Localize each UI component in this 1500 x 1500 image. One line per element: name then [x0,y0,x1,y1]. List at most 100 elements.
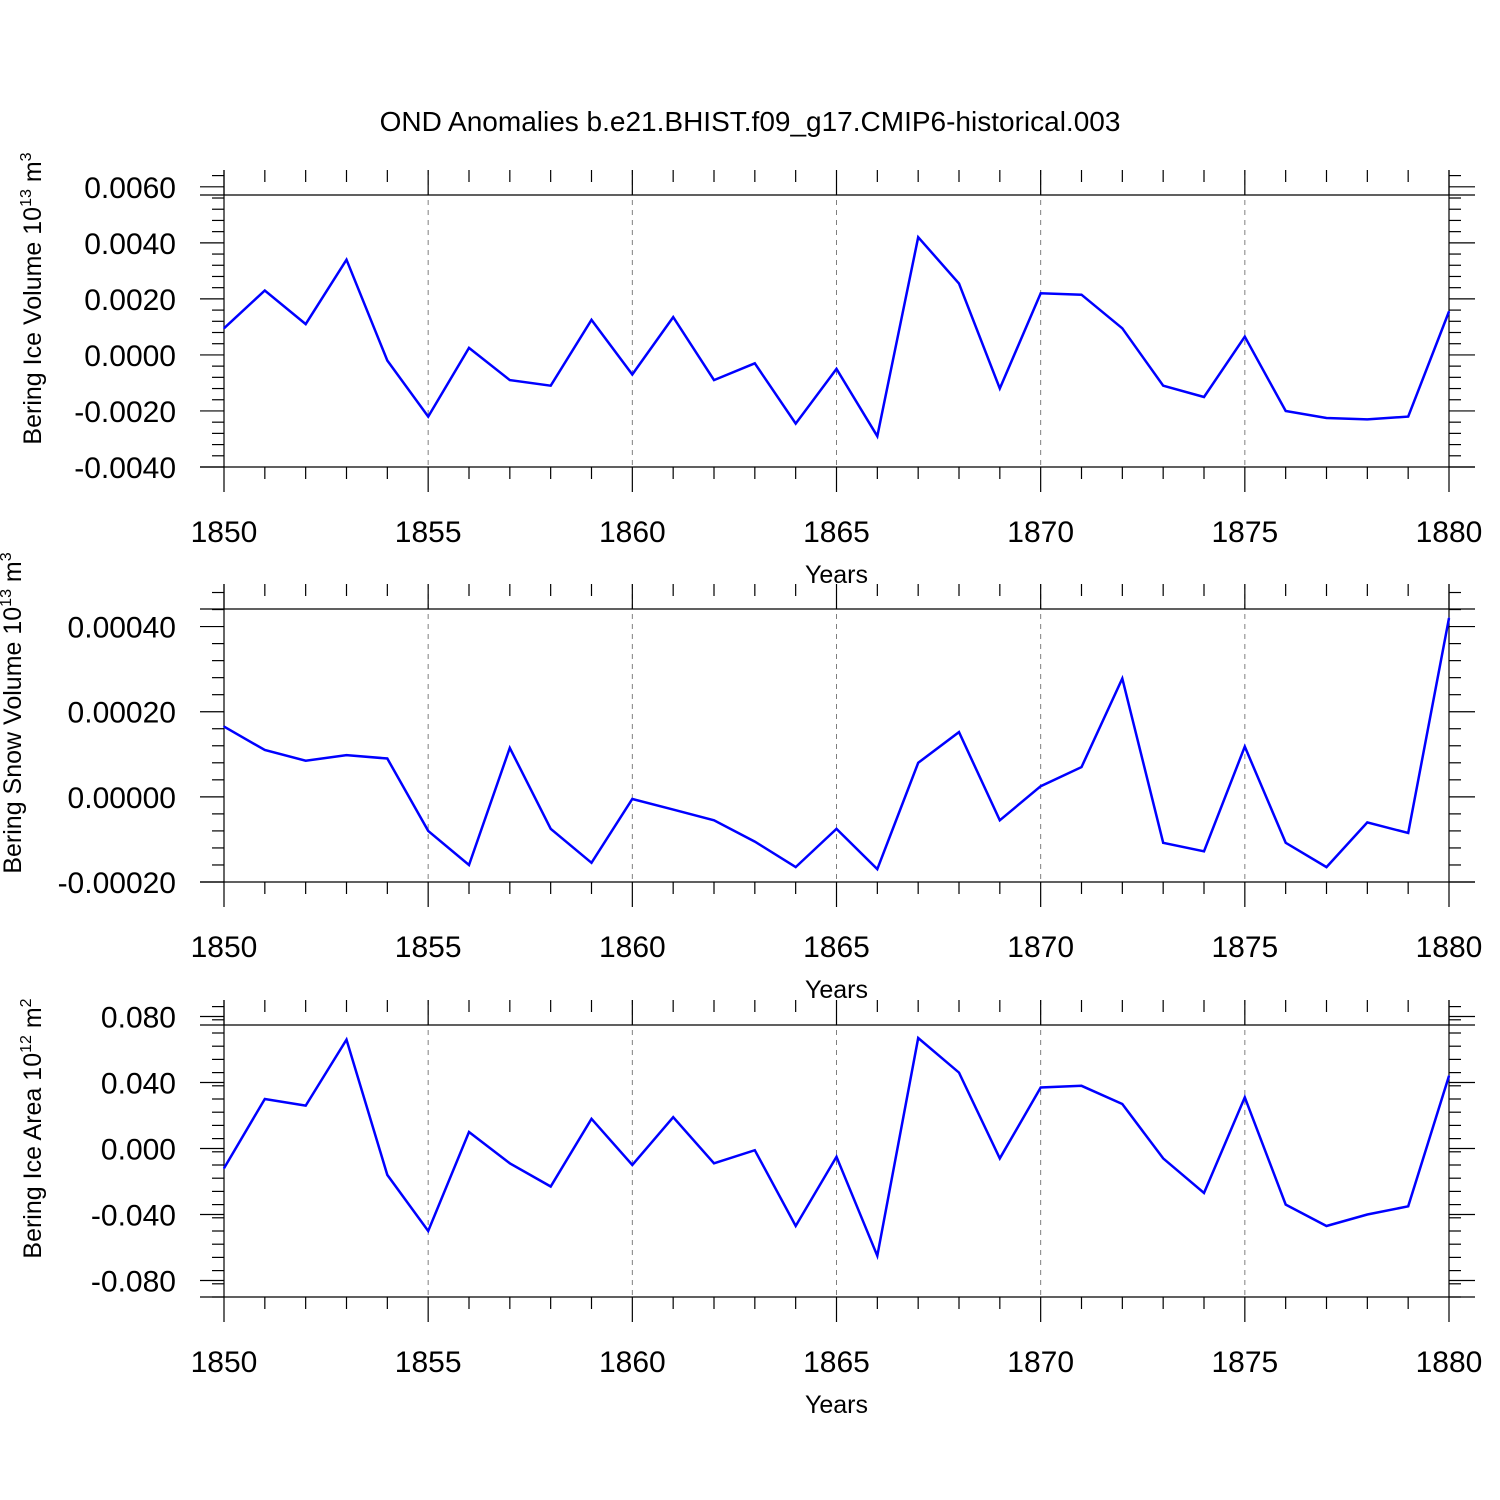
y-tick-label: 0.00000 [68,782,176,815]
data-point [1325,417,1328,419]
data-point [794,866,797,868]
chart-panel-3: -0.080 -0.040 0.000 0.040 0.080 1850 1855 1860 1… [18,998,1482,1419]
y-label-superscript: 3 [18,152,35,161]
data-point [1366,1213,1369,1216]
x-tick-label: 1870 [1007,516,1074,549]
x-tick-label: 1865 [803,516,870,549]
y-tick-label: -0.040 [91,1200,176,1233]
data-point [672,316,674,318]
y-tick-label: 0.0000 [84,340,176,373]
data-point [958,282,960,285]
data-point [345,258,348,261]
data-point [999,819,1001,822]
data-point [1121,677,1124,680]
data-point [917,1037,919,1039]
data-point [468,1131,470,1133]
data-point [1080,1085,1083,1087]
data-point [223,327,225,330]
x-tick-label: 1870 [1007,1346,1074,1379]
data-point [1407,415,1409,418]
data-point [1284,1203,1287,1206]
data-point [468,347,470,349]
x-tick-label: 1850 [191,931,258,964]
data-point [1203,850,1205,853]
chart-panel-1: -0.0040 -0.0020 0.0000 0.0020 0.0040 0.0060 18… [18,152,1482,589]
y-tick-label: 0.0020 [84,284,176,317]
data-point [468,864,470,866]
data-point [1244,1096,1246,1099]
y-tick-label: -0.00020 [58,867,176,900]
y-label-superscript: 13 [18,189,35,207]
data-point [1448,1075,1450,1077]
data-point [345,754,348,756]
data-point [631,798,634,800]
data-point [1284,410,1287,412]
data-point [386,359,389,362]
data-point [1203,1192,1205,1194]
x-tick-label: 1865 [803,1346,870,1379]
x-tick-label: 1865 [803,931,870,964]
data-point [1039,292,1042,295]
y-tick-label: -0.0040 [74,452,176,485]
data-point [1162,1157,1164,1160]
data-point [304,1104,307,1107]
data-point [1121,1103,1124,1105]
y-label-text: Bering Ice Volume 10 [19,207,47,445]
data-point [590,319,593,321]
data-point [264,749,266,751]
data-point [590,862,593,864]
y-tick-label: 0.080 [101,1002,176,1035]
y-label-superscript: 2 [18,998,35,1007]
y-label-text: Bering Ice Area 10 [19,1053,47,1259]
data-point [427,1230,429,1232]
data-point [672,808,674,811]
chart-panel-2: -0.00020 0.00000 0.00020 0.00040 1850 1855 186… [0,552,1482,1004]
data-point [794,1225,797,1227]
data-point [754,1149,756,1151]
data-point [549,827,552,830]
data-point [1039,785,1042,788]
y-label-superscript: 13 [0,589,15,607]
data-point [876,1254,879,1257]
data-point [835,1155,838,1158]
y-tick-label: 0.0040 [84,228,176,261]
data-point [1039,1086,1042,1089]
data-point [1407,832,1409,834]
x-tick-label: 1860 [599,516,666,549]
y-tick-label: 0.0060 [84,172,176,205]
data-point [713,1162,715,1165]
data-point [999,1157,1001,1160]
data-point [1244,745,1246,748]
data-point [1366,418,1369,421]
y-label-text: Bering Snow Volume 10 [0,607,27,874]
data-point [549,1185,552,1188]
data-point [794,422,797,425]
data-point [1325,866,1328,868]
data-point [386,757,389,760]
data-point [1448,310,1450,313]
series-line [223,234,1451,440]
chart-title: OND Anomalies b.e21.BHIST.f09_g17.CMIP6-… [380,106,1121,137]
chart-panels: -0.0040 -0.0020 0.0000 0.0020 0.0040 0.0060 18… [0,152,1482,1419]
y-axis-label: Bering Ice Volume 1013 m3 [18,152,47,444]
data-point [1448,617,1450,619]
data-point [264,289,266,292]
x-tick-label: 1855 [395,516,462,549]
data-point [1244,335,1246,338]
data-point [345,1038,348,1041]
x-tick-label: 1880 [1416,931,1483,964]
data-point [223,725,225,728]
y-tick-label: 0.040 [101,1068,176,1101]
data-point [835,827,838,830]
data-point [1284,842,1287,844]
data-point [999,387,1001,390]
data-point [672,1116,674,1118]
y-tick-label: -0.0020 [74,396,176,429]
data-point [386,1174,389,1176]
data-point [1325,1225,1328,1227]
data-point [304,323,307,325]
x-tick-label: 1875 [1211,1346,1278,1379]
x-tick-label: 1880 [1416,516,1483,549]
y-tick-label: 0.000 [101,1134,176,1167]
